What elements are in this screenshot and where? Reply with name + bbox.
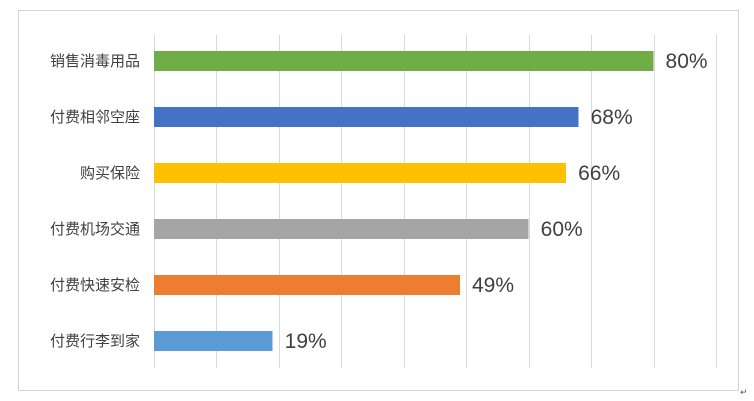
value-label-3: 60% bbox=[541, 218, 583, 241]
category-label-1: 付费相邻空座 bbox=[50, 109, 140, 126]
bar-3 bbox=[154, 219, 529, 239]
bars bbox=[154, 51, 654, 351]
value-label-2: 66% bbox=[578, 162, 620, 185]
category-label-5: 付费行李到家 bbox=[50, 333, 140, 350]
value-labels: 80% 68% 66% 60% 49% 19% bbox=[285, 50, 708, 353]
category-label-2: 购买保险 bbox=[80, 165, 140, 182]
bar-0 bbox=[154, 51, 654, 71]
bar-4 bbox=[154, 275, 460, 295]
bar-5 bbox=[154, 331, 273, 351]
category-label-3: 付费机场交通 bbox=[50, 220, 140, 238]
gridlines bbox=[154, 35, 717, 368]
value-label-0: 80% bbox=[666, 50, 708, 73]
bar-1 bbox=[154, 107, 579, 127]
value-label-5: 19% bbox=[285, 330, 327, 353]
category-label-0: 销售消毒用品 bbox=[50, 53, 140, 70]
paragraph-mark: ↵ bbox=[740, 388, 748, 398]
value-label-1: 68% bbox=[591, 106, 633, 129]
value-label-4: 49% bbox=[472, 274, 514, 297]
bar-2 bbox=[154, 163, 567, 183]
chart-frame bbox=[18, 10, 739, 391]
category-label-4: 付费快速安检 bbox=[50, 277, 140, 294]
